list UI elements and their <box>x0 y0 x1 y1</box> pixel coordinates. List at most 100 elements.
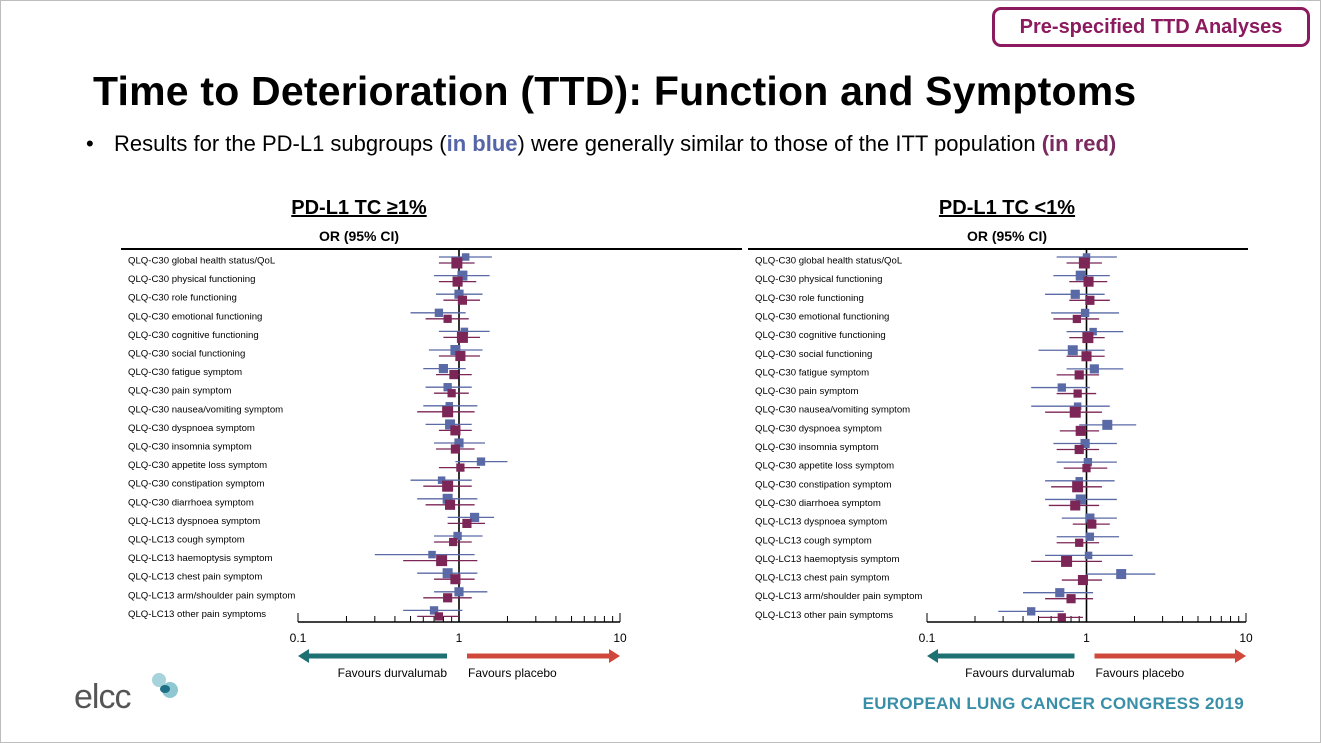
row-label: QLQ-C30 emotional functioning <box>128 311 262 322</box>
row-label: QLQ-LC13 chest pain symptom <box>128 572 262 583</box>
favours-durvalumab-label: Favours durvalumab <box>338 666 448 680</box>
blue-or-marker <box>1089 327 1097 336</box>
blue-or-marker <box>1067 345 1078 356</box>
row-label: QLQ-C30 emotional functioning <box>755 311 889 322</box>
blue-or-marker <box>476 457 486 466</box>
row-label: QLQ-C30 appetite loss symptom <box>128 460 267 471</box>
red-or-marker <box>1074 370 1084 380</box>
red-or-marker <box>1077 575 1088 586</box>
row-label: QLQ-C30 constipation symptom <box>128 479 265 490</box>
left-panel-subtitle: OR (95% CI) <box>318 228 400 244</box>
blue-or-marker <box>434 308 444 317</box>
logo-text: elcc <box>74 678 131 716</box>
red-or-marker <box>1057 613 1066 622</box>
row-label: QLQ-C30 physical functioning <box>755 274 882 285</box>
blue-or-marker <box>428 550 436 559</box>
row-label: QLQ-LC13 haemoptysis symptom <box>128 553 273 564</box>
badge-label: Pre-specified TTD Analyses <box>1019 15 1283 38</box>
row-label: QLQ-C30 fatigue symptom <box>128 367 242 378</box>
x-tick-label: 10 <box>613 631 627 645</box>
x-tick-label: 0.1 <box>919 631 936 645</box>
blue-or-marker <box>445 402 454 410</box>
blue-or-marker <box>1084 551 1093 560</box>
row-label: QLQ-C30 role functioning <box>755 293 864 304</box>
blue-or-marker <box>457 270 468 281</box>
x-tick-label: 1 <box>456 631 463 645</box>
red-or-marker <box>434 612 444 621</box>
page-title: Time to Deterioration (TTD): Function an… <box>93 68 1137 114</box>
red-or-marker <box>443 314 452 323</box>
blue-or-marker <box>1057 383 1066 392</box>
row-label: QLQ-C30 social functioning <box>755 349 872 360</box>
red-or-marker <box>443 593 453 603</box>
row-label: QLQ-LC13 cough symptom <box>128 535 245 546</box>
red-or-marker <box>1075 538 1084 547</box>
blue-or-marker <box>453 531 462 541</box>
blue-or-marker <box>461 253 470 261</box>
logo-mark-icon <box>152 673 178 698</box>
row-label: QLQ-C30 diarrhoea symptom <box>755 498 881 509</box>
red-or-marker <box>442 480 454 492</box>
blue-or-marker <box>454 289 464 299</box>
elcc-logo: elcc <box>74 668 184 720</box>
red-or-marker <box>436 555 448 567</box>
forest-panel-2: 0.1 1 10 QLQ-C30 global health status/QoL QL… <box>748 248 1253 680</box>
x-tick-label: 10 <box>1239 631 1253 645</box>
red-or-marker <box>1072 481 1084 493</box>
row-label: QLQ-C30 pain symptom <box>128 386 231 397</box>
red-or-marker <box>1074 444 1084 455</box>
red-or-marker <box>457 295 467 305</box>
blue-or-marker <box>1027 607 1036 616</box>
row-label: QLQ-C30 role functioning <box>128 293 237 304</box>
left-panel-title: PD-L1 TC ≥1% <box>291 197 427 219</box>
red-or-marker <box>450 574 461 585</box>
blue-or-marker <box>1102 419 1113 430</box>
red-or-marker <box>1082 464 1091 473</box>
blue-or-marker <box>1055 588 1065 598</box>
row-label: QLQ-C30 dyspnoea symptom <box>755 423 882 434</box>
blue-or-marker <box>450 345 461 355</box>
blue-or-marker <box>429 606 439 615</box>
favours-placebo-label: Favours placebo <box>1096 666 1185 680</box>
blue-or-marker <box>454 438 464 448</box>
bullet-point: • Results for the PD-L1 subgroups (in blu… <box>86 131 1116 157</box>
red-or-marker <box>1072 314 1081 324</box>
red-or-marker <box>1083 276 1094 287</box>
bullet-marker: • <box>86 131 94 156</box>
red-or-marker <box>1075 425 1086 436</box>
red-or-marker <box>1070 500 1081 511</box>
blue-or-marker <box>442 568 453 579</box>
row-label: QLQ-LC13 cough symptom <box>755 535 872 546</box>
row-label: QLQ-C30 dyspnoea symptom <box>128 423 255 434</box>
forest-panel-1: 0.1 1 10 QLQ-C30 global health status/QoL QL… <box>121 248 742 680</box>
row-label: QLQ-C30 constipation symptom <box>755 479 892 490</box>
row-label: QLQ-C30 cognitive functioning <box>128 330 259 341</box>
red-or-marker <box>456 331 468 343</box>
row-label: QLQ-LC13 arm/shoulder pain symptom <box>128 590 295 601</box>
blue-or-marker <box>445 419 456 430</box>
red-or-marker <box>447 389 456 398</box>
bullet-text-mid: ) were generally similar to those of the… <box>517 131 1042 156</box>
row-label: QLQ-C30 nausea/vomiting symptom <box>128 404 283 415</box>
row-label: QLQ-C30 insomnia symptom <box>128 442 252 453</box>
row-label: QLQ-LC13 haemoptysis symptom <box>755 554 900 565</box>
red-or-marker <box>456 463 465 472</box>
row-label: QLQ-LC13 other pain symptoms <box>755 610 893 621</box>
x-tick-label: 0.1 <box>290 631 307 645</box>
analysis-badge: Pre-specified TTD Analyses <box>992 7 1310 47</box>
row-label: QLQ-LC13 dyspnoea symptom <box>755 517 887 528</box>
right-panel-subtitle: OR (95% CI) <box>966 228 1048 244</box>
blue-or-marker <box>1080 308 1090 318</box>
bullet-text-red: (in red) <box>1041 131 1117 156</box>
red-or-marker <box>1069 406 1081 418</box>
blue-or-marker <box>1116 569 1127 580</box>
row-label: QLQ-C30 pain symptom <box>755 386 858 397</box>
red-or-marker <box>1073 389 1082 398</box>
blue-or-marker <box>442 493 453 504</box>
red-or-marker <box>1085 295 1095 305</box>
blue-or-marker <box>1089 364 1099 374</box>
blue-or-marker <box>1075 477 1083 485</box>
favours-durvalumab-label: Favours durvalumab <box>965 666 1075 680</box>
bullet-text-blue: in blue <box>446 131 518 156</box>
